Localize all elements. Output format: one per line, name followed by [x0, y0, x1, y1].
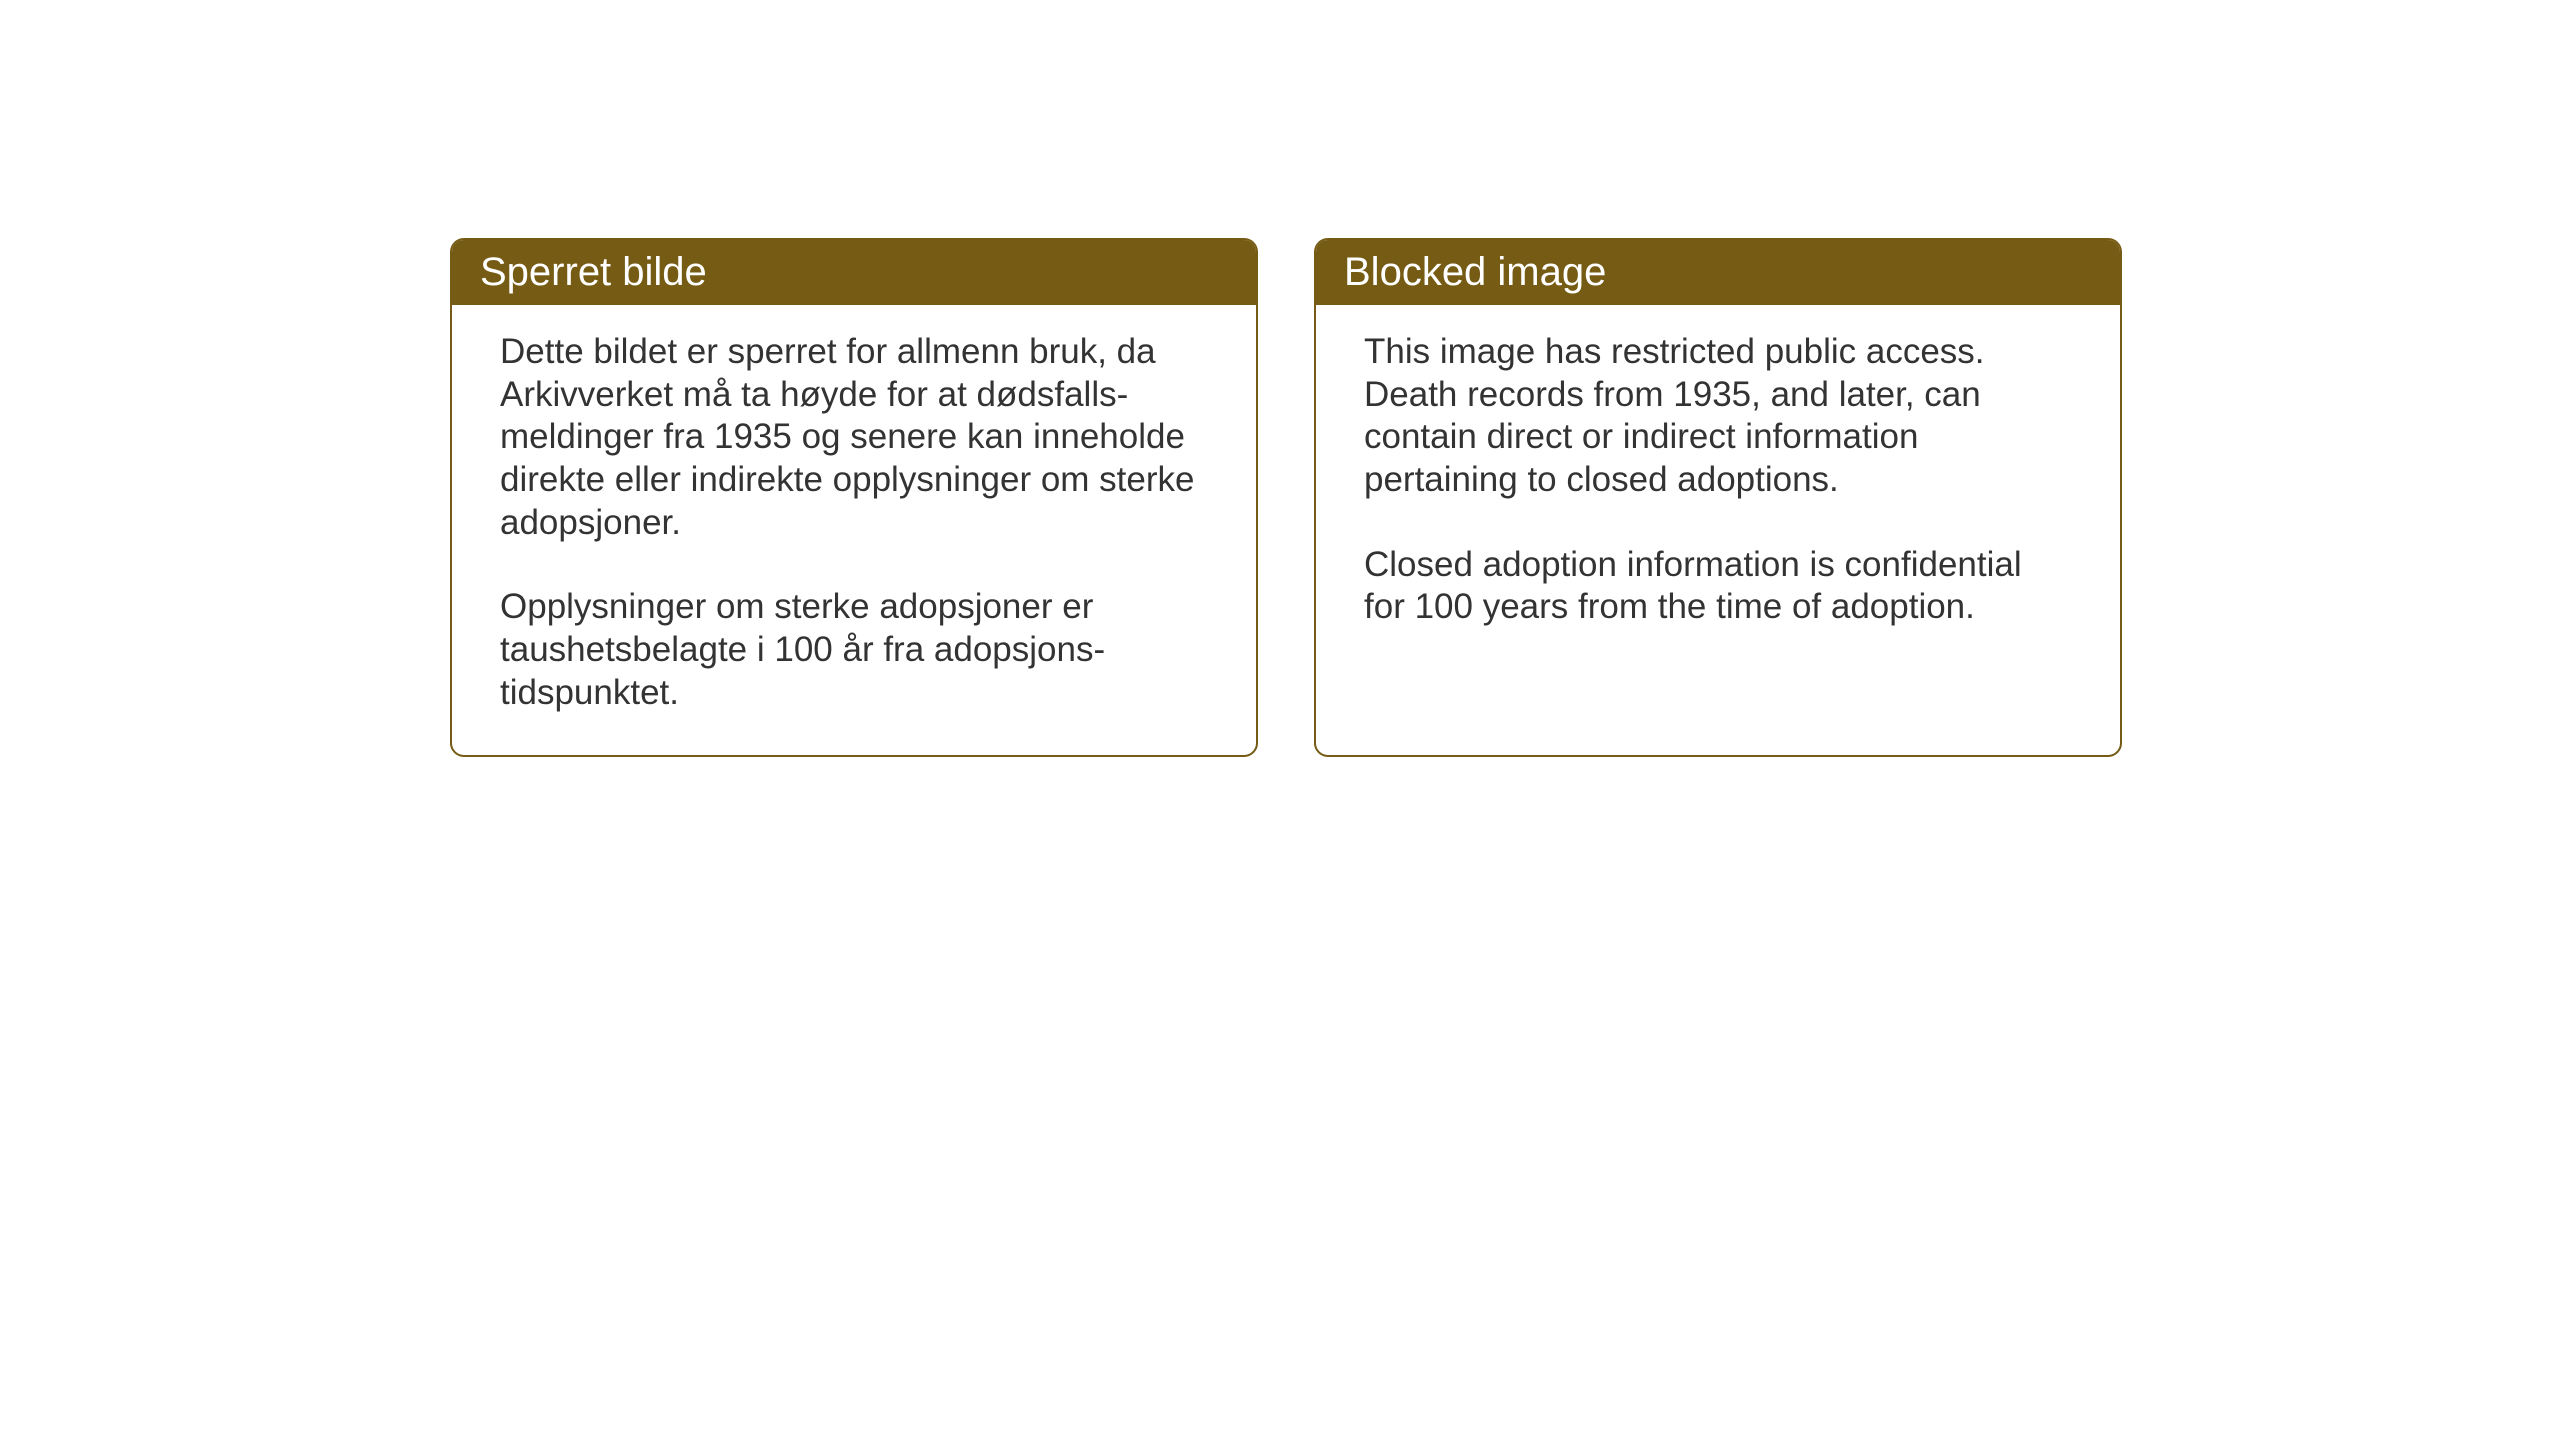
notice-container: Sperret bilde Dette bildet er sperret fo…: [450, 238, 2122, 757]
notice-card-norwegian: Sperret bilde Dette bildet er sperret fo…: [450, 238, 1258, 757]
notice-card-english: Blocked image This image has restricted …: [1314, 238, 2122, 757]
notice-paragraph-2-english: Closed adoption information is confident…: [1364, 544, 2072, 629]
notice-header-english: Blocked image: [1316, 240, 2120, 305]
notice-body-english: This image has restricted public access.…: [1316, 305, 2120, 745]
notice-title-norwegian: Sperret bilde: [480, 250, 707, 294]
notice-paragraph-1-english: This image has restricted public access.…: [1364, 331, 2072, 502]
notice-paragraph-2-norwegian: Opplysninger om sterke adopsjoner er tau…: [500, 586, 1208, 714]
notice-paragraph-1-norwegian: Dette bildet er sperret for allmenn bruk…: [500, 331, 1208, 544]
notice-title-english: Blocked image: [1344, 250, 1606, 294]
notice-header-norwegian: Sperret bilde: [452, 240, 1256, 305]
notice-body-norwegian: Dette bildet er sperret for allmenn bruk…: [452, 305, 1256, 755]
